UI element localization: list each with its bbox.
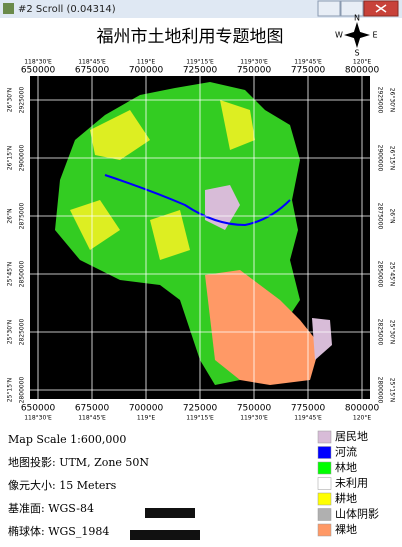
legend-label: 裸地: [335, 522, 357, 536]
easting-label: 750000: [237, 404, 272, 414]
northing-label: 2875000: [377, 203, 384, 230]
lat-label: 26°15'N: [7, 146, 14, 170]
lon-label: 118°30'E: [24, 415, 52, 422]
legend-swatch: [317, 508, 332, 521]
easting-label: 675000: [75, 404, 110, 414]
lon-label: 119°15'E: [186, 415, 214, 422]
northing-label: 2900000: [19, 144, 26, 171]
lat-label: 26°N: [389, 208, 396, 223]
easting-label: 800000: [345, 66, 380, 76]
legend-swatch: [317, 446, 332, 459]
easting-label: 725000: [183, 66, 218, 76]
info-line: Map Scale 1:600,000: [8, 433, 126, 446]
legend-swatch: [317, 523, 332, 537]
arrow-ew: [344, 31, 370, 39]
lat-label: 25°30'N: [389, 320, 396, 344]
northing-label: 2825000: [377, 319, 384, 346]
land-farmland: [70, 100, 255, 260]
lon-label: 119°E: [137, 59, 155, 66]
lat-label: 25°45'N: [7, 262, 14, 286]
easting-label: 650000: [21, 66, 56, 76]
minimize-button[interactable]: [317, 0, 341, 17]
north-label: N: [354, 14, 360, 23]
lat-label: 26°30'N: [389, 88, 396, 112]
northing-label: 2925000: [377, 87, 384, 114]
northing-label: 2925000: [19, 86, 26, 113]
northing-label: 2850000: [377, 261, 384, 288]
info-line: 像元大小: 15 Meters: [8, 478, 117, 492]
lat-label: 25°30'N: [7, 320, 14, 344]
lat-label: 26°N: [7, 208, 14, 223]
lat-label: 25°45'N: [389, 262, 396, 286]
lon-label: 118°45'E: [78, 415, 106, 422]
legend-swatch: [317, 477, 332, 490]
west-label: W: [335, 31, 343, 40]
easting-label: 725000: [183, 404, 218, 414]
legend-swatch: [317, 492, 332, 506]
legend-label: 居民地: [335, 430, 368, 443]
info-line: 地图投影: UTM, Zone 50N: [8, 455, 149, 469]
info-line: 基准面: WGS-84: [8, 502, 94, 515]
lon-label: 119°30'E: [240, 59, 268, 66]
legend-swatch: [317, 461, 332, 475]
lon-label: 119°45'E: [294, 415, 322, 422]
north-arrow: N S E W: [335, 14, 377, 58]
northing-label: 2825000: [19, 318, 26, 345]
lon-label: 119°45'E: [294, 59, 322, 66]
easting-label: 700000: [129, 66, 164, 76]
window-controls[interactable]: [317, 0, 399, 17]
redaction: [130, 530, 200, 540]
northing-label: 2875000: [19, 202, 26, 229]
lon-label: 118°45'E: [78, 59, 106, 66]
easting-label: 650000: [21, 404, 56, 414]
easting-label: 675000: [75, 66, 110, 76]
app-icon: [3, 3, 14, 14]
lat-label: 26°15'N: [389, 146, 396, 170]
land-urban: [205, 185, 332, 360]
info-line: 椭球体: WGS_1984: [8, 524, 109, 538]
easting-label: 775000: [291, 404, 326, 414]
south-label: S: [354, 49, 359, 58]
lon-label: 118°30'E: [24, 59, 52, 66]
easting-label: 700000: [129, 404, 164, 414]
lon-label: 119°30'E: [240, 415, 268, 422]
info-block: Map Scale 1:600,000 地图投影: UTM, Zone 50N 像元…: [8, 433, 149, 538]
lon-label: 120°E: [353, 415, 371, 422]
northing-label: 2800000: [377, 377, 384, 404]
lat-label: 26°30'N: [7, 88, 14, 112]
lat-label: 25°15'N: [7, 378, 14, 402]
lon-label: 119°15'E: [186, 59, 214, 66]
east-label: E: [372, 31, 377, 40]
maximize-button[interactable]: [340, 0, 364, 17]
legend-label: 未利用: [335, 477, 368, 490]
lon-label: 120°E: [353, 59, 371, 66]
land-bare: [205, 270, 320, 385]
title-bar: [0, 0, 402, 18]
easting-label: 775000: [291, 66, 326, 76]
legend-label: 河流: [335, 445, 357, 459]
legend-label: 耕地: [335, 491, 357, 505]
window-title: #2 Scroll (0.04314): [18, 4, 116, 15]
lat-label: 25°15'N: [389, 378, 396, 402]
legend-swatch: [317, 430, 332, 444]
river: [104, 174, 291, 227]
redaction: [145, 508, 195, 518]
northing-label: 2850000: [19, 260, 26, 287]
map-title: 福州市土地利用专题地图: [97, 27, 284, 47]
legend-label: 山体阴影: [335, 507, 379, 521]
close-icon: [375, 4, 387, 13]
northing-label: 2800000: [19, 376, 26, 403]
map-grid: 118°30'E118°30'E650000650000118°45'E118°…: [7, 59, 396, 422]
easting-label: 800000: [345, 404, 380, 414]
northing-label: 2900000: [377, 145, 384, 172]
easting-label: 750000: [237, 66, 272, 76]
lon-label: 119°E: [137, 415, 155, 422]
legend-label: 林地: [335, 460, 357, 474]
